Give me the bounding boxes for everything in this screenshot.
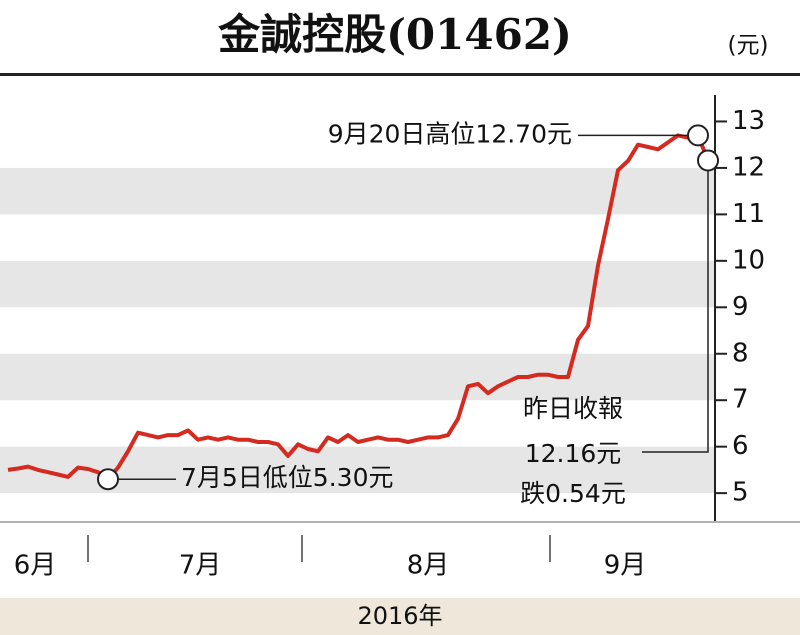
y-tick-label: 9 [732, 292, 749, 322]
year-band [0, 598, 800, 635]
grid-band [0, 353, 715, 401]
high-marker [687, 124, 709, 147]
grid-band [0, 167, 715, 215]
x-tick-label: 6月 [14, 551, 57, 581]
price-line [7, 133, 710, 482]
chart-title: 金誠控股(01462) [217, 10, 572, 59]
annotation: 7月5日低位5.30元 [181, 463, 393, 492]
annotation: 12.16元 [525, 439, 622, 468]
annotation: 昨日收報 [523, 394, 623, 423]
unit-label: (元) [728, 33, 769, 59]
y-tick-label: 10 [732, 245, 765, 275]
annotation: 9月20日高位12.70元 [328, 119, 572, 148]
x-tick-label: 7月 [179, 551, 222, 581]
grid-band [0, 260, 715, 308]
last-marker [697, 149, 719, 172]
annotation: 跌0.54元 [520, 479, 626, 508]
y-tick-label: 13 [732, 106, 765, 136]
x-tick-label: 8月 [407, 551, 450, 581]
y-tick-label: 8 [732, 338, 749, 368]
x-tick-label: 9月 [604, 551, 647, 581]
grid-band [0, 446, 715, 494]
y-tick-label: 7 [732, 385, 749, 415]
x-axis-label: 2016年 [357, 602, 442, 630]
y-tick-label: 12 [732, 152, 765, 182]
y-tick-label: 5 [732, 478, 749, 508]
top-rule [0, 73, 800, 76]
low-marker [97, 468, 119, 491]
y-tick-label: 11 [732, 199, 765, 229]
y-tick-label: 6 [732, 431, 749, 461]
leader-line [642, 170, 709, 453]
